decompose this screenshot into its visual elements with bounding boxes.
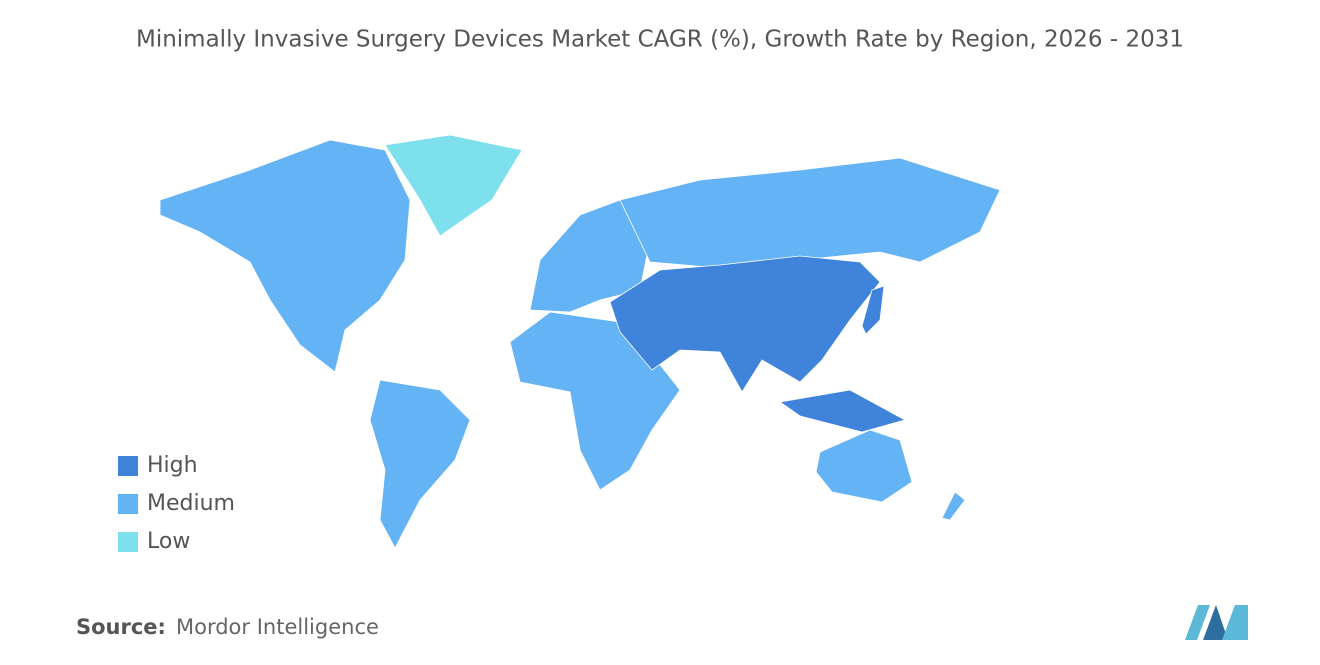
australia xyxy=(815,429,913,503)
south-america xyxy=(369,379,471,549)
source-label: Source: xyxy=(76,615,166,639)
legend: High Medium Low xyxy=(118,453,235,554)
asia-high xyxy=(609,255,881,393)
title: Minimally Invasive Surgery Devices Marke… xyxy=(136,27,1184,53)
legend-label: Medium xyxy=(147,491,235,516)
north-america xyxy=(159,139,411,373)
new-zealand xyxy=(941,491,966,521)
legend-swatch xyxy=(118,494,138,514)
japan xyxy=(861,285,885,335)
logo xyxy=(1185,605,1248,640)
legend-label: Low xyxy=(147,529,190,554)
legend-label: High xyxy=(147,453,198,478)
world-map xyxy=(159,134,1001,549)
greenland xyxy=(384,134,523,237)
russia xyxy=(619,157,1001,269)
legend-swatch xyxy=(118,456,138,476)
africa xyxy=(509,311,681,491)
source-text: Mordor Intelligence xyxy=(176,615,379,639)
legend-swatch xyxy=(118,532,138,552)
southeast-asia xyxy=(778,389,907,433)
